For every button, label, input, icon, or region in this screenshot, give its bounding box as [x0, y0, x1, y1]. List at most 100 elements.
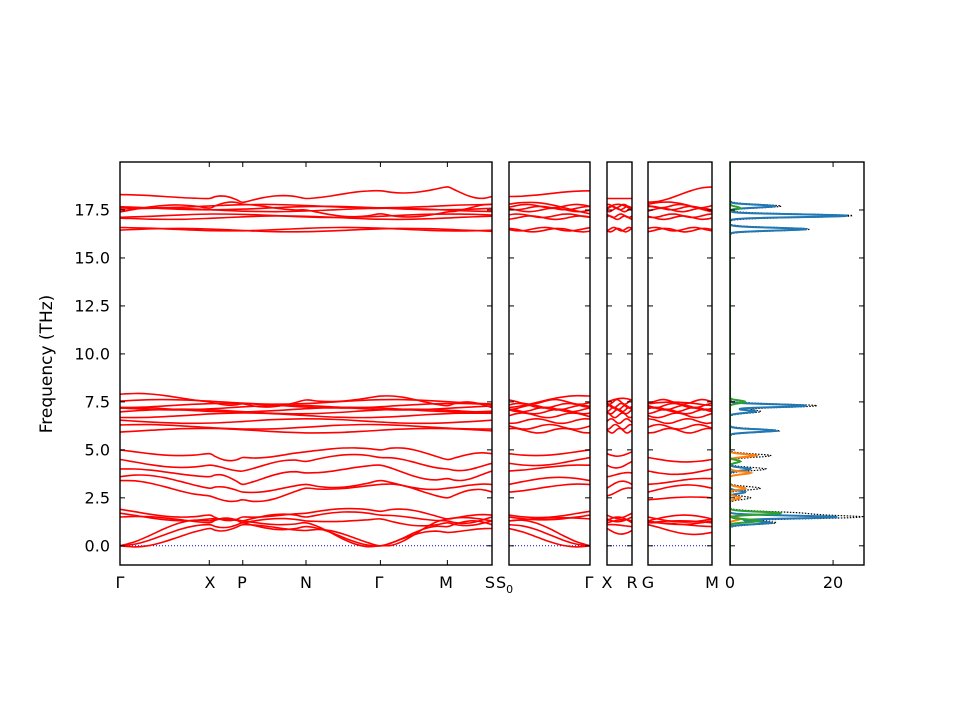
band-line	[607, 402, 632, 409]
band-line	[648, 484, 712, 493]
band-line	[607, 451, 632, 457]
xtick-label-gamma-3: Γ	[585, 573, 594, 592]
xtick-label-g: G	[642, 573, 654, 592]
xtick-label-m-2: M	[705, 573, 719, 592]
band-line	[648, 427, 712, 434]
dos-partial-line-1	[730, 162, 848, 565]
plot-area: 0.0 2.5 5.0 7.5 10.0 12.5 15.0 17.5	[74, 161, 865, 566]
band-line	[120, 520, 492, 547]
ytick-label: 0.0	[85, 536, 110, 555]
band-line	[509, 203, 590, 209]
band-line	[120, 474, 492, 494]
band-line	[509, 527, 590, 548]
panel-main-bands	[120, 186, 492, 548]
band-line	[509, 449, 590, 457]
band-line	[648, 213, 712, 219]
band-line	[607, 412, 632, 419]
band-line	[120, 515, 492, 527]
band-line	[509, 476, 590, 486]
band-line	[120, 516, 492, 548]
xtick-label-r: R	[626, 573, 637, 592]
band-line	[607, 527, 632, 535]
band-line	[648, 468, 712, 476]
band-line	[607, 516, 632, 523]
band-line	[648, 523, 712, 536]
band-line	[509, 215, 590, 221]
dos-total-line	[730, 162, 864, 565]
band-line	[607, 227, 632, 233]
band-line	[607, 404, 632, 411]
ytick-label: 12.5	[74, 296, 110, 315]
dos-partial-line-3	[730, 162, 782, 565]
xtick-label-s0-main: S	[496, 573, 506, 592]
band-line	[607, 423, 632, 430]
band-line	[648, 226, 712, 232]
band-line	[509, 394, 590, 409]
ytick-label: 2.5	[85, 488, 110, 507]
band-line	[648, 215, 712, 221]
band-line	[509, 201, 590, 215]
band-line	[607, 213, 632, 219]
band-line	[607, 417, 632, 425]
band-line	[648, 423, 712, 430]
band-line	[607, 398, 632, 406]
band-line	[120, 412, 492, 419]
dos-panel-curves	[730, 162, 864, 565]
panel-g-m-bands	[648, 186, 712, 547]
band-line	[120, 227, 492, 233]
ytick-label: 10.0	[74, 344, 110, 363]
band-line	[648, 514, 712, 522]
band-line	[120, 453, 492, 472]
band-line	[607, 203, 632, 211]
band-line	[607, 460, 632, 469]
band-line	[120, 203, 492, 209]
band-line	[509, 456, 590, 467]
band-line	[509, 483, 590, 493]
ytick-label: 7.5	[85, 392, 110, 411]
band-line	[607, 512, 632, 520]
panel-x-r-bands	[607, 197, 632, 547]
band-line	[120, 226, 492, 232]
ytick-label: 17.5	[74, 200, 110, 219]
ytick-label: 15.0	[74, 248, 110, 267]
band-line	[607, 523, 632, 528]
band-line	[509, 423, 590, 430]
band-line	[120, 205, 492, 211]
band-line	[648, 404, 712, 411]
band-line	[120, 523, 492, 548]
band-line	[648, 412, 712, 419]
band-line	[120, 427, 492, 434]
band-line	[648, 203, 712, 209]
band-line	[607, 487, 632, 497]
y-axis-label: Frequency (THz)	[37, 295, 57, 434]
band-line	[120, 392, 492, 409]
dos-panel-frame	[729, 161, 865, 566]
panel-s0-gamma-bands	[509, 190, 590, 548]
band-line	[120, 464, 492, 486]
band-line	[509, 519, 590, 547]
band-line	[648, 496, 712, 501]
xtick-label-s: S	[485, 573, 495, 592]
band-line	[509, 464, 590, 472]
band-line	[509, 404, 590, 411]
xtick-label-gamma-2: Γ	[375, 573, 384, 592]
xtick-label-s0-sub: 0	[506, 583, 513, 596]
band-line	[648, 398, 712, 405]
xtick-label-n: N	[300, 573, 312, 592]
band-line	[607, 226, 632, 232]
band-line	[648, 417, 712, 425]
band-line	[120, 404, 492, 411]
band-line	[509, 226, 590, 232]
band-line	[607, 471, 632, 478]
band-line	[120, 213, 492, 219]
band-line	[607, 397, 632, 403]
band-line	[648, 201, 712, 213]
xtick-label-x-2: X	[602, 573, 613, 592]
xtick-label-x-1: X	[205, 573, 216, 592]
band-line	[120, 186, 492, 204]
band-line	[120, 447, 492, 462]
band-line	[120, 417, 492, 425]
band-line	[648, 186, 712, 204]
dos-xtick-label-20: 20	[823, 573, 843, 592]
